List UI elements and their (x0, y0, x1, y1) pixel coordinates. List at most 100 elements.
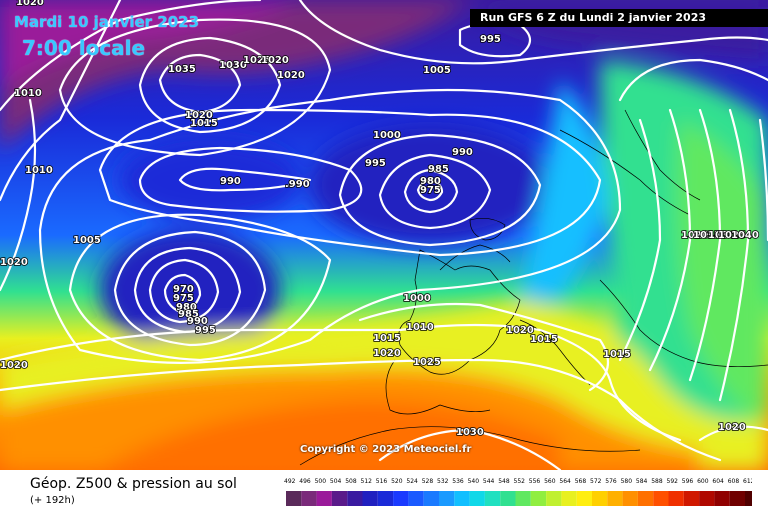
run-banner: Run GFS 6 Z du Lundi 2 janvier 2023 (470, 9, 768, 27)
isobar-label: 1040 (731, 230, 759, 241)
isobar-label: 1020 (0, 257, 28, 268)
isobar-label: 1000 (403, 293, 431, 304)
isobar-label: 1025 (243, 55, 271, 66)
legend-swatch (729, 491, 745, 506)
copyright-text: Copyright © 2023 Meteociel.fr (300, 444, 472, 455)
isobar-label: 985 (178, 309, 199, 320)
forecast-time: 7:00 locale (22, 36, 146, 60)
map-title: Géop. Z500 & pression au sol (30, 476, 237, 492)
isobar-label: 1020 (0, 360, 28, 371)
legend-tick-label: 604 (712, 478, 724, 485)
isobar-label: 1000 (373, 130, 401, 141)
isobar-label: 1020 (718, 422, 746, 433)
isobar-label: 1015 (190, 118, 218, 129)
legend-tick-label: 512 (361, 478, 373, 485)
isobar-label: 1020 (373, 348, 401, 359)
isobar-label: 1030 (219, 60, 247, 71)
legend-tick-label: 508 (345, 478, 357, 485)
legend-tick-label: 588 (651, 478, 663, 485)
legend-tick-label: 496 (299, 478, 311, 485)
legend-swatch (653, 491, 669, 506)
legend-swatch (576, 491, 592, 506)
isobar-label: 1020 (277, 70, 305, 81)
legend-tick-label: 532 (437, 478, 449, 485)
legend-tick-label: 540 (468, 478, 480, 485)
legend-swatch (683, 491, 700, 506)
isobar-label: 1025 (413, 357, 441, 368)
legend-tick-label: 552 (514, 478, 526, 485)
isobar-label: 1020 (681, 230, 709, 241)
forecast-lead-time: (+ 192h) (30, 495, 75, 506)
legend-tick-label: 576 (605, 478, 617, 485)
legend-tick-label: 516 (376, 478, 388, 485)
legend-swatch (393, 491, 409, 506)
isobar-label: 970 (173, 284, 194, 295)
isobar-label: 1025 (718, 230, 746, 241)
legend-swatch (286, 491, 302, 506)
legend-swatch (469, 491, 485, 506)
legend-swatch (561, 491, 577, 506)
geopotential-map: 1020 1010 1035 1030 1025 1020 1020 995 1… (0, 0, 768, 470)
isobar-label: 990 (220, 176, 241, 187)
legend-tick-label: 596 (682, 478, 694, 485)
legend-tick-label: 556 (529, 478, 541, 485)
legend-tick-label: 612 (743, 478, 752, 485)
isobar-label: 1010 (25, 165, 53, 176)
legend-swatch (316, 491, 332, 506)
legend-tick-label: 580 (621, 478, 633, 485)
isobar-label: 1030 (708, 230, 736, 241)
isobar-label: 980 (420, 176, 441, 187)
isobar-label: 1015 (530, 334, 558, 345)
isobar-label: 995 (195, 325, 216, 336)
legend-tick-label: 548 (498, 478, 510, 485)
isobars (0, 0, 768, 470)
isobar-label: 1010 (406, 322, 434, 333)
isobar-label: 990 (187, 316, 208, 327)
legend-swatch (408, 491, 424, 506)
legend-swatch (699, 491, 715, 506)
color-legend: 492 496 500 504 508 512 516 520 524 528 532 536 540 5… (284, 478, 752, 506)
legend-tick-label: 492 (284, 478, 296, 485)
isobar-label: 1035 (693, 230, 721, 241)
isobar-labels: 1020 1010 1035 1030 1025 1020 1020 995 1… (0, 0, 760, 439)
legend-swatch (500, 491, 516, 506)
legend-swatch (331, 491, 348, 506)
legend-swatch (622, 491, 638, 506)
isobar-label: 1015 (373, 333, 401, 344)
legend-tick-label: 592 (667, 478, 679, 485)
isobar-label: 995 (365, 158, 386, 169)
legend-tick-label: 564 (559, 478, 571, 485)
legend-swatch (362, 491, 378, 506)
legend-swatch (347, 491, 363, 506)
legend-tick-label: 520 (391, 478, 403, 485)
legend-swatch (637, 491, 654, 506)
legend-swatch (377, 491, 394, 506)
legend-swatch (454, 491, 470, 506)
legend-swatch (714, 491, 730, 506)
legend-tick-label: 584 (636, 478, 648, 485)
isobar-label: 975 (173, 293, 194, 304)
legend-swatch (745, 491, 752, 506)
isobar-label: 985 (428, 164, 449, 175)
forecast-date: Mardi 10 janvier 2023 (14, 13, 200, 31)
isobar-label: .990 (285, 179, 310, 190)
coastlines (299, 109, 768, 466)
legend-tick-label: 536 (452, 478, 464, 485)
legend-tick-label: 500 (315, 478, 327, 485)
legend-tick-label: 524 (406, 478, 418, 485)
isobar-label: 1020 (185, 110, 213, 121)
isobar-label: 995 (480, 34, 501, 45)
legend-swatch (668, 491, 684, 506)
legend-tick-label: 528 (422, 478, 434, 485)
legend-swatch (530, 491, 547, 506)
legend-swatch (607, 491, 623, 506)
isobar-label: 1005 (73, 235, 101, 246)
legend-swatch (423, 491, 439, 506)
legend-swatch (515, 491, 531, 506)
isobar-label: 1005 (423, 65, 451, 76)
isobar-label: 1015 (603, 349, 631, 360)
legend-swatch (439, 491, 455, 506)
legend-tick-label: 600 (697, 478, 709, 485)
isobar-label: 1020 (16, 0, 44, 8)
